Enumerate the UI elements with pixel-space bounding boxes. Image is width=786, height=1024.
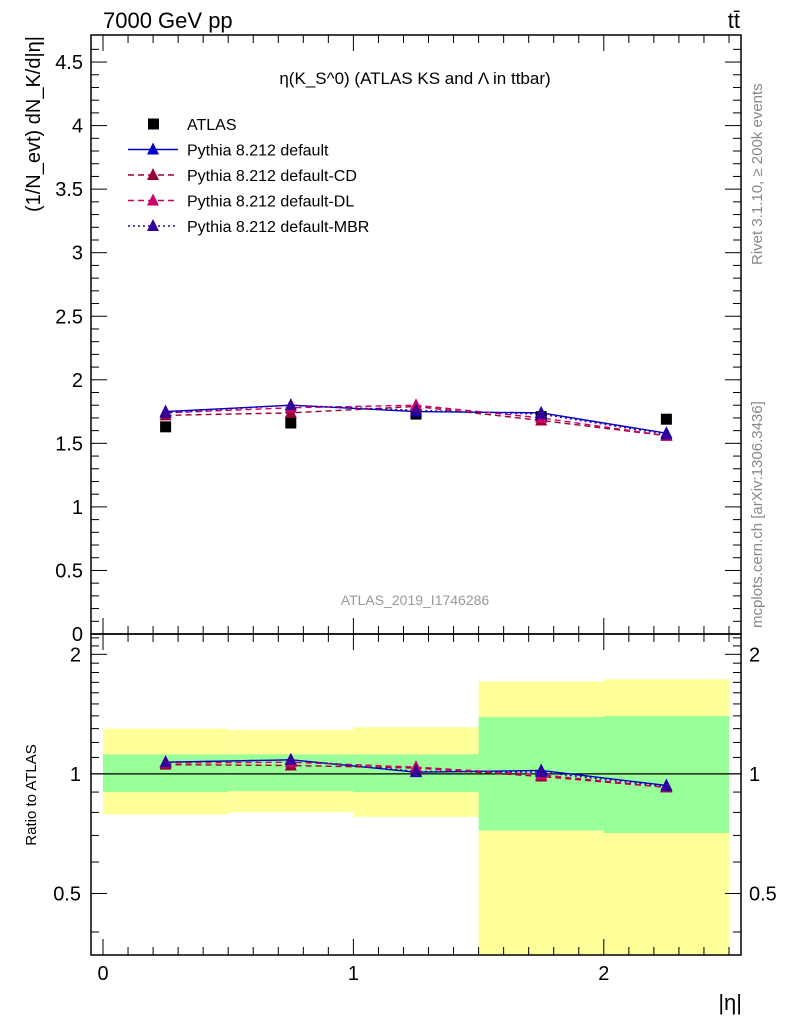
y-tick-label: 0 bbox=[72, 624, 83, 646]
x-tick-label: 0 bbox=[97, 963, 108, 985]
ratio-plot-panel: Ratio to ATLAS 0.5 0.5 1 1 2 2 0 1 2 bbox=[23, 633, 777, 985]
energy-label: 7000 GeV pp bbox=[103, 8, 233, 33]
x-tick-label: 1 bbox=[348, 963, 359, 985]
mc-point bbox=[660, 427, 673, 440]
y-axis-label: (1/N_evt) dN_K/d|η| bbox=[23, 36, 45, 212]
legend-marker bbox=[148, 118, 159, 130]
analysis-id-label: ATLAS_2019_I1746286 bbox=[341, 592, 490, 608]
data-point bbox=[660, 413, 672, 425]
data-point bbox=[160, 421, 172, 433]
mc-point bbox=[159, 405, 172, 418]
y-tick-label: 1.5 bbox=[55, 433, 83, 455]
data-point bbox=[285, 417, 297, 429]
ratio-point bbox=[410, 764, 422, 777]
legend: ATLAS Pythia 8.212 default Pythia 8.212 de… bbox=[128, 117, 369, 236]
process-label: tt̄ bbox=[728, 8, 740, 33]
ratio-y-axis-label: Ratio to ATLAS bbox=[23, 744, 40, 845]
legend-marker bbox=[147, 193, 159, 206]
ratio-point bbox=[284, 752, 297, 765]
legend-marker bbox=[147, 142, 159, 155]
legend-label: Pythia 8.212 default-MBR bbox=[187, 219, 369, 236]
mc-point bbox=[410, 403, 422, 416]
ratio-point bbox=[159, 755, 172, 768]
y-tick-label: 4.5 bbox=[55, 52, 83, 74]
legend-label: ATLAS bbox=[187, 117, 237, 134]
ratio-y-tick-label: 1 bbox=[70, 764, 81, 786]
legend-label: Pythia 8.212 default-CD bbox=[187, 168, 357, 185]
legend-marker bbox=[147, 219, 159, 231]
y-tick-label: 0.5 bbox=[55, 560, 83, 582]
ratio-y-tick-label: 2 bbox=[70, 644, 81, 666]
ratio-frame bbox=[90, 633, 742, 956]
y-tick-label: 3 bbox=[72, 243, 83, 265]
plot-title: η(K_S^0) (ATLAS KS and Λ in ttbar) bbox=[279, 69, 550, 88]
y-tick-label: 4 bbox=[72, 116, 83, 138]
x-tick-label: 2 bbox=[598, 963, 609, 985]
y-tick-label: 2 bbox=[72, 370, 83, 392]
ratio-y-tick-label-right: 0.5 bbox=[749, 883, 777, 905]
x-axis-label: |η| bbox=[718, 990, 742, 1015]
mcplots-label: mcplots.cern.ch [arXiv:1306.3436] bbox=[749, 401, 766, 628]
legend-marker bbox=[147, 168, 159, 180]
mc-point bbox=[284, 398, 297, 411]
ratio-y-tick-label: 0.5 bbox=[53, 883, 81, 905]
main-plot-panel: η(K_S^0) (ATLAS KS and Λ in ttbar) (1/N_… bbox=[23, 34, 742, 646]
ratio-point bbox=[535, 765, 548, 778]
legend-label: Pythia 8.212 default bbox=[187, 143, 329, 160]
rivet-label: Rivet 3.1.10, ≥ 200k events bbox=[749, 83, 766, 265]
ratio-y-tick-label-right: 2 bbox=[749, 644, 760, 666]
ratio-y-tick-label-right: 1 bbox=[749, 764, 760, 786]
mc-point bbox=[535, 407, 548, 420]
y-tick-label: 2.5 bbox=[55, 306, 83, 328]
y-tick-label: 3.5 bbox=[55, 179, 83, 201]
legend-label: Pythia 8.212 default-DL bbox=[187, 194, 354, 211]
y-tick-label: 1 bbox=[72, 497, 83, 519]
ratio-point bbox=[660, 779, 673, 792]
